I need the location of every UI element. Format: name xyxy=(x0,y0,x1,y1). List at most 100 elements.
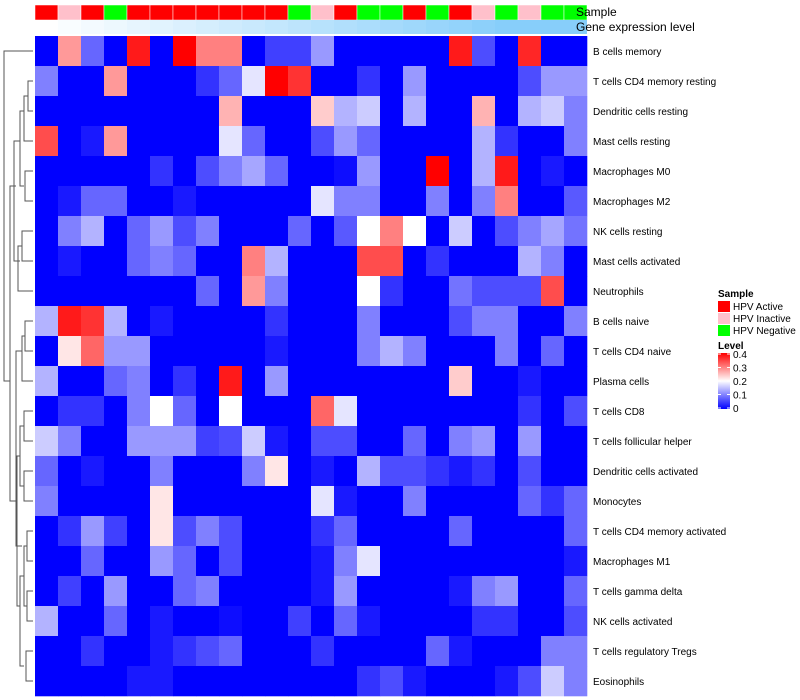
sample-annotation-cell xyxy=(34,4,59,21)
heatmap-cell xyxy=(196,486,220,517)
heatmap-cell xyxy=(472,366,496,397)
heatmap-cell xyxy=(334,576,358,607)
heatmap-cell xyxy=(265,396,289,427)
heatmap-cell xyxy=(380,396,404,427)
heatmap-cell xyxy=(127,516,151,547)
heatmap-cell xyxy=(380,276,404,307)
heatmap-cell xyxy=(334,636,358,667)
heatmap-cell xyxy=(196,66,220,97)
heatmap-cell xyxy=(173,396,197,427)
heatmap-cell xyxy=(265,186,289,217)
heatmap-cell xyxy=(495,36,519,67)
heatmap-cell xyxy=(219,396,243,427)
heatmap-cell xyxy=(127,306,151,337)
heatmap-cell xyxy=(288,456,312,487)
heatmap-cell xyxy=(242,576,266,607)
heatmap-cell xyxy=(564,246,588,277)
heatmap-cell xyxy=(242,486,266,517)
heatmap-cell xyxy=(472,456,496,487)
heatmap-cell xyxy=(311,666,335,697)
heatmap-cell xyxy=(288,576,312,607)
heatmap-cell xyxy=(173,36,197,67)
gene-expression-cell xyxy=(449,20,472,34)
heatmap-cell xyxy=(219,246,243,277)
row-label: Dendritic cells resting xyxy=(593,107,688,118)
heatmap-cell xyxy=(426,516,450,547)
heatmap-cell xyxy=(173,186,197,217)
heatmap-cell xyxy=(265,666,289,697)
heatmap-cell xyxy=(518,576,542,607)
heatmap-cell xyxy=(219,96,243,127)
heatmap-cell xyxy=(196,216,220,247)
heatmap-cell xyxy=(449,606,473,637)
heatmap-cell xyxy=(81,276,105,307)
heatmap-cell xyxy=(127,66,151,97)
heatmap-cell xyxy=(380,156,404,187)
heatmap-cell xyxy=(81,246,105,277)
row-label: T cells follicular helper xyxy=(593,437,692,448)
dendrogram-branch xyxy=(16,455,20,607)
sample-annotation-cell xyxy=(172,4,197,21)
sample-legend-title: Sample xyxy=(718,289,754,300)
heatmap-cell xyxy=(518,456,542,487)
heatmap-cell xyxy=(564,66,588,97)
heatmap-cell xyxy=(403,306,427,337)
gene-expression-cell xyxy=(173,20,196,34)
heatmap-cell xyxy=(403,216,427,247)
heatmap-cell xyxy=(81,396,105,427)
heatmap-cell xyxy=(58,546,82,577)
heatmap-cell xyxy=(150,186,174,217)
dendrogram-branch xyxy=(23,95,33,142)
heatmap-cell xyxy=(173,636,197,667)
heatmap-cell xyxy=(58,156,82,187)
heatmap-cell xyxy=(242,456,266,487)
heatmap-cell xyxy=(426,216,450,247)
heatmap-cell xyxy=(380,546,404,577)
heatmap-cell xyxy=(357,576,381,607)
heatmap-cell xyxy=(265,546,289,577)
heatmap-cell xyxy=(58,666,82,697)
heatmap-cell xyxy=(219,306,243,337)
heatmap-cell xyxy=(449,516,473,547)
heatmap-cell xyxy=(127,96,151,127)
heatmap-cell xyxy=(196,456,220,487)
heatmap-cell xyxy=(380,516,404,547)
heatmap-cell xyxy=(81,456,105,487)
heatmap-cell xyxy=(242,636,266,667)
heatmap-cell xyxy=(173,576,197,607)
heatmap-cell xyxy=(104,486,128,517)
heatmap-cell xyxy=(150,366,174,397)
heatmap-cell xyxy=(426,576,450,607)
heatmap-cell xyxy=(104,186,128,217)
heatmap-cell xyxy=(564,636,588,667)
row-label: T cells CD4 memory activated xyxy=(593,527,726,538)
heatmap-cell xyxy=(150,156,174,187)
level-tick-label: 0.2 xyxy=(733,377,747,388)
heatmap-cell xyxy=(196,606,220,637)
heatmap-cell xyxy=(196,516,220,547)
heatmap-cell xyxy=(288,36,312,67)
heatmap-cell xyxy=(81,216,105,247)
heatmap-cell xyxy=(242,546,266,577)
heatmap-cell xyxy=(518,546,542,577)
heatmap-cell xyxy=(58,636,82,667)
heatmap-cell xyxy=(541,576,565,607)
heatmap-cell xyxy=(150,516,174,547)
heatmap-cell xyxy=(150,546,174,577)
heatmap-cell xyxy=(311,636,335,667)
heatmap-cell xyxy=(127,666,151,697)
gene-expression-annotation-bar xyxy=(35,20,587,34)
heatmap-cell xyxy=(472,396,496,427)
heatmap-cell xyxy=(35,156,59,187)
heatmap-cell xyxy=(196,186,220,217)
heatmap-cell xyxy=(334,306,358,337)
heatmap-cell xyxy=(564,396,588,427)
row-label: Plasma cells xyxy=(593,377,649,388)
heatmap-cell xyxy=(35,666,59,697)
heatmap-cell xyxy=(150,396,174,427)
heatmap-cell xyxy=(449,636,473,667)
heatmap-cell xyxy=(288,276,312,307)
heatmap-cell xyxy=(242,96,266,127)
heatmap-cell xyxy=(518,366,542,397)
heatmap-cell xyxy=(104,246,128,277)
